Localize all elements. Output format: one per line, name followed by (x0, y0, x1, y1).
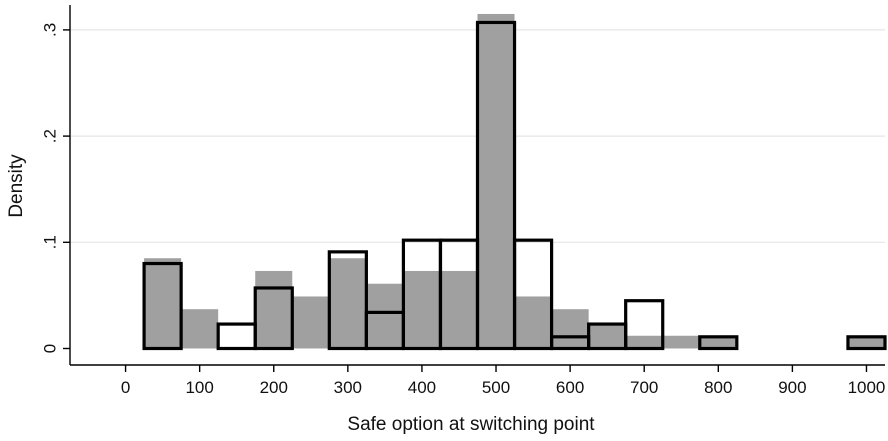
x-tick-label-800: 800 (704, 378, 732, 397)
gray-bar-200 (255, 270, 293, 349)
outline-bar-200 (253, 286, 294, 351)
y-tick-label-1: .1 (41, 235, 60, 249)
x-tick-label-300: 300 (334, 378, 362, 397)
outline-bar-700 (624, 299, 665, 351)
gray-bar-1000 (847, 335, 885, 349)
x-tick-label-700: 700 (630, 378, 658, 397)
gray-bar-650 (588, 323, 626, 349)
x-tick-label-100: 100 (185, 378, 213, 397)
x-tick-label-200: 200 (260, 378, 288, 397)
x-axis-title: Safe option at switching point (347, 414, 595, 435)
y-tick-label-0: 0 (41, 344, 60, 353)
outline-bar-500 (475, 20, 517, 351)
gray-bar-750 (662, 335, 700, 349)
series-layer (142, 13, 887, 351)
x-tick-label-600: 600 (556, 378, 584, 397)
x-tick-label-400: 400 (408, 378, 436, 397)
gray-bar-450 (440, 270, 478, 349)
outline-bar-50 (142, 261, 183, 351)
gray-bar-800 (699, 335, 737, 349)
x-tick-label-900: 900 (778, 378, 806, 397)
y-axis-title: Density (6, 154, 27, 218)
gray-bar-500 (477, 13, 515, 349)
y-tick-label-3: .3 (41, 23, 60, 37)
gray-bar-250 (292, 296, 330, 349)
outline-bar-300 (327, 250, 368, 351)
outline-bar-550 (512, 238, 554, 351)
y-tick-label-2: .2 (41, 129, 60, 143)
gray-bar-300 (329, 258, 367, 349)
outline-bar-150 (216, 322, 257, 351)
gray-bar-700 (625, 335, 663, 349)
outline-bar-1000 (846, 335, 887, 351)
gray-bar-50 (144, 258, 182, 349)
x-tick-label-500: 500 (482, 378, 510, 397)
gray-bar-100 (181, 309, 219, 349)
outline-bar-800 (698, 335, 739, 351)
gray-bar-550 (514, 296, 552, 349)
axis-layer: 0 100 200 300 400 500 600 700 800 900 1000 0 .1 .2 .3 (41, 5, 886, 397)
gray-bar-350 (366, 283, 404, 349)
gray-bar-400 (403, 270, 441, 349)
x-tick-label-1000: 1000 (848, 378, 886, 397)
x-tick-label-0: 0 (121, 378, 130, 397)
gray-bar-600 (551, 309, 589, 349)
